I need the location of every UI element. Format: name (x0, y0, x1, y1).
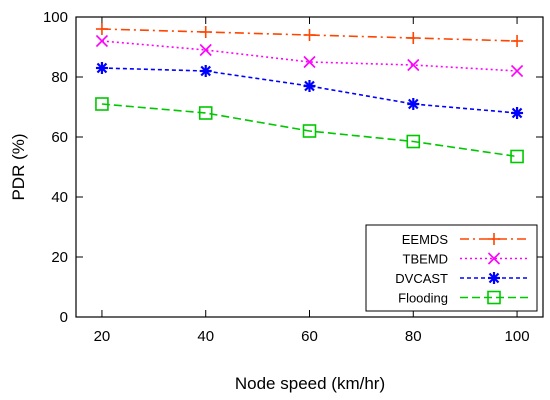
y-tick-label: 60 (51, 129, 68, 146)
series-line (101, 40, 518, 72)
y-tick-label: 40 (51, 189, 68, 206)
data-point (95, 34, 109, 48)
data-point (407, 32, 420, 44)
series-flooding (95, 97, 524, 164)
x-tick-label: 80 (405, 328, 422, 345)
series-eemds (95, 23, 524, 47)
y-tick-label: 20 (51, 249, 68, 266)
data-point (511, 107, 524, 119)
data-point (407, 58, 420, 72)
data-point (199, 26, 212, 38)
data-point (95, 97, 109, 111)
data-point (198, 106, 213, 120)
data-point (95, 23, 108, 35)
x-tick-label: 60 (301, 328, 318, 345)
data-point (302, 124, 317, 138)
series-tbemd (95, 34, 524, 78)
data-point (510, 149, 524, 164)
legend-label: EEMDS (402, 232, 449, 247)
legend-entry: DVCAST (395, 271, 528, 286)
y-tick-label: 80 (51, 69, 68, 86)
legend-marker (487, 290, 501, 305)
legend-box (365, 224, 538, 312)
data-point (510, 64, 524, 78)
legend: EEMDS TBEMD DVCAST Flooding (365, 224, 538, 312)
legend-label: TBEMD (403, 252, 449, 267)
data-point (199, 65, 212, 77)
legend-entry: Flooding (398, 291, 528, 306)
series-line (101, 103, 518, 158)
y-tick-label: 100 (43, 9, 68, 26)
data-point (406, 134, 421, 149)
legend-entry: EEMDS (402, 232, 528, 247)
data-point (511, 35, 524, 47)
legend-marker (488, 272, 500, 284)
data-point (303, 29, 316, 41)
legend-marker (488, 233, 500, 245)
data-point (407, 98, 420, 110)
series-dvcast (95, 62, 524, 119)
legend-entry: TBEMD (403, 252, 528, 267)
y-axis-title: PDR (%) (9, 133, 28, 200)
data-point (199, 43, 212, 57)
data-point (303, 80, 316, 92)
x-tick-label: 20 (94, 328, 111, 345)
legend-marker (487, 252, 501, 265)
x-tick-label: 40 (197, 328, 214, 345)
legend-label: Flooding (398, 291, 448, 306)
series-line (101, 28, 518, 42)
legend-label: DVCAST (395, 271, 448, 286)
data-point (303, 55, 316, 69)
y-tick-label: 0 (60, 309, 68, 326)
data-point (95, 62, 108, 74)
x-axis-title: Node speed (km/hr) (235, 374, 385, 393)
x-tick-label: 100 (505, 328, 530, 345)
